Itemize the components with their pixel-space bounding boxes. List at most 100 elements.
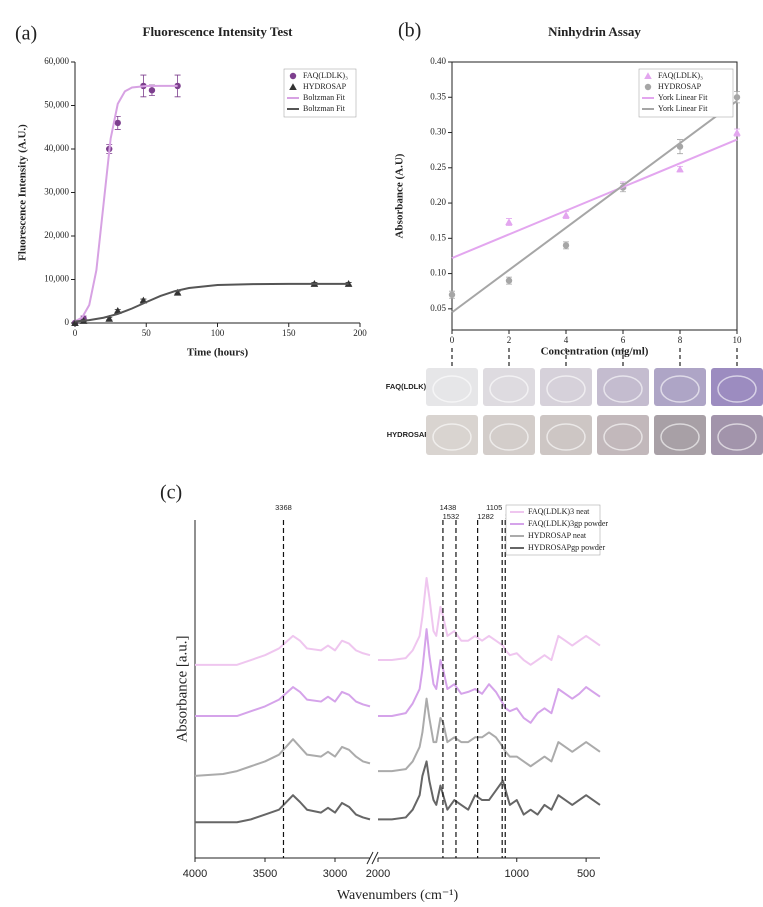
data-point [71, 319, 79, 327]
chart-title: Ninhydrin Assay [548, 24, 641, 39]
y-tick-label: 50,000 [44, 100, 69, 110]
legend-label: HYDROSAP [303, 82, 347, 91]
well-rim [660, 375, 700, 403]
well-photo [597, 368, 649, 406]
data-point [114, 119, 121, 127]
x-tick-label: 50 [142, 328, 152, 338]
data-point [676, 165, 684, 173]
x-axis-label: Wavenumbers (cm⁻¹) [337, 888, 459, 903]
fit-line [451, 138, 738, 259]
y-tick-label: 0.30 [430, 127, 446, 137]
legend-label: York Linear Fit [658, 104, 708, 113]
well-rim [489, 375, 529, 403]
legend-box [505, 504, 601, 556]
well-rim [603, 375, 643, 403]
y-tick-label: 20,000 [44, 230, 69, 240]
data-point [148, 87, 156, 94]
y-tick-label: 10,000 [44, 274, 69, 284]
spectrum-line [378, 760, 601, 821]
annotation-label: 1282 [477, 512, 494, 521]
annotation-label: 1438 [440, 503, 457, 512]
x-tick-label: 6 [621, 335, 626, 345]
spectrum-line [195, 634, 371, 666]
well-photo [711, 415, 763, 455]
y-tick-label: 0.25 [430, 162, 446, 172]
legend-swatch [289, 72, 297, 80]
legend-label: York Linear Fit [658, 93, 708, 102]
spectrum-line [195, 794, 371, 824]
well-rim [660, 423, 700, 451]
x-tick-label: 200 [353, 328, 367, 338]
chart-title: Fluorescence Intensity Test [143, 24, 294, 39]
legend-swatch [644, 83, 652, 91]
legend-label: HYDROSAPgp powder [528, 543, 605, 552]
x-axis-label: Concentration (mg/ml) [541, 346, 649, 358]
data-point [173, 288, 182, 296]
data-point [105, 314, 113, 322]
y-tick-label: 0.05 [430, 303, 446, 313]
data-point [733, 94, 741, 101]
legend-label: FAQ(LDLK)3 neat [528, 507, 590, 516]
y-tick-label: 0.40 [430, 56, 446, 66]
well-photo [483, 368, 535, 406]
y-tick-label: 60,000 [44, 56, 69, 66]
legend-label: Boltzman Fit [303, 93, 346, 102]
data-point [562, 242, 570, 249]
legend-label: FAQ(LDLK)3gp powder [528, 519, 608, 528]
x-tick-label: 1000 [505, 868, 529, 880]
y-axis-label: Absorbance [a.u.] [174, 635, 190, 742]
y-tick-label: 0 [65, 317, 70, 327]
spectrum-line [378, 628, 601, 724]
y-tick-label: 40,000 [44, 143, 69, 153]
well-rim [717, 375, 757, 403]
x-tick-label: 0 [450, 335, 455, 345]
well-rim [432, 375, 472, 403]
spectrum-line [378, 697, 601, 773]
x-tick-label: 100 [211, 328, 225, 338]
y-tick-label: 0.20 [430, 197, 446, 207]
panel-label: (c) [160, 482, 182, 504]
well-photo [597, 415, 649, 455]
annotation-label: 1105 [486, 503, 502, 512]
data-point [505, 277, 513, 284]
well-photo [540, 368, 592, 406]
data-point [505, 218, 513, 226]
x-tick-label: 3000 [323, 868, 347, 880]
row-label: FAQ(LDLK)3 [386, 382, 431, 391]
row-label: HYDROSAP [387, 430, 430, 439]
y-axis-label: Absorbance (A.U) [394, 153, 406, 238]
well-photo [426, 415, 478, 455]
x-tick-label: 4 [564, 335, 569, 345]
x-axis-label: Time (hours) [187, 347, 249, 359]
y-tick-label: 0.10 [430, 268, 446, 278]
well-rim [546, 423, 586, 451]
data-point [562, 211, 570, 219]
axis-break [371, 851, 379, 865]
legend-swatch [644, 72, 652, 80]
well-photo [426, 368, 478, 406]
well-photo [654, 368, 706, 406]
x-tick-label: 2000 [366, 868, 390, 880]
legend-label: HYDROSAP [658, 82, 702, 91]
data-point [448, 291, 456, 298]
legend-box [638, 68, 734, 118]
annotation-label: 1532 [443, 512, 460, 521]
x-tick-label: 10 [733, 335, 743, 345]
x-tick-label: 2 [507, 335, 512, 345]
legend-label: Boltzman Fit [303, 104, 346, 113]
legend-label: HYDROSAP neat [528, 531, 587, 540]
x-tick-label: 8 [678, 335, 683, 345]
fit-line [451, 99, 738, 314]
well-rim [432, 423, 472, 451]
x-tick-label: 3500 [253, 868, 277, 880]
well-rim [603, 423, 643, 451]
x-tick-label: 150 [282, 328, 296, 338]
fit-line [74, 84, 178, 323]
legend-label: FAQ(LDLK)₃ [303, 71, 348, 80]
legend-label: FAQ(LDLK)₃ [658, 71, 703, 80]
y-tick-label: 0.35 [430, 91, 446, 101]
y-tick-label: 30,000 [44, 187, 69, 197]
legend-swatch [289, 83, 297, 91]
spectrum-line [195, 686, 371, 718]
